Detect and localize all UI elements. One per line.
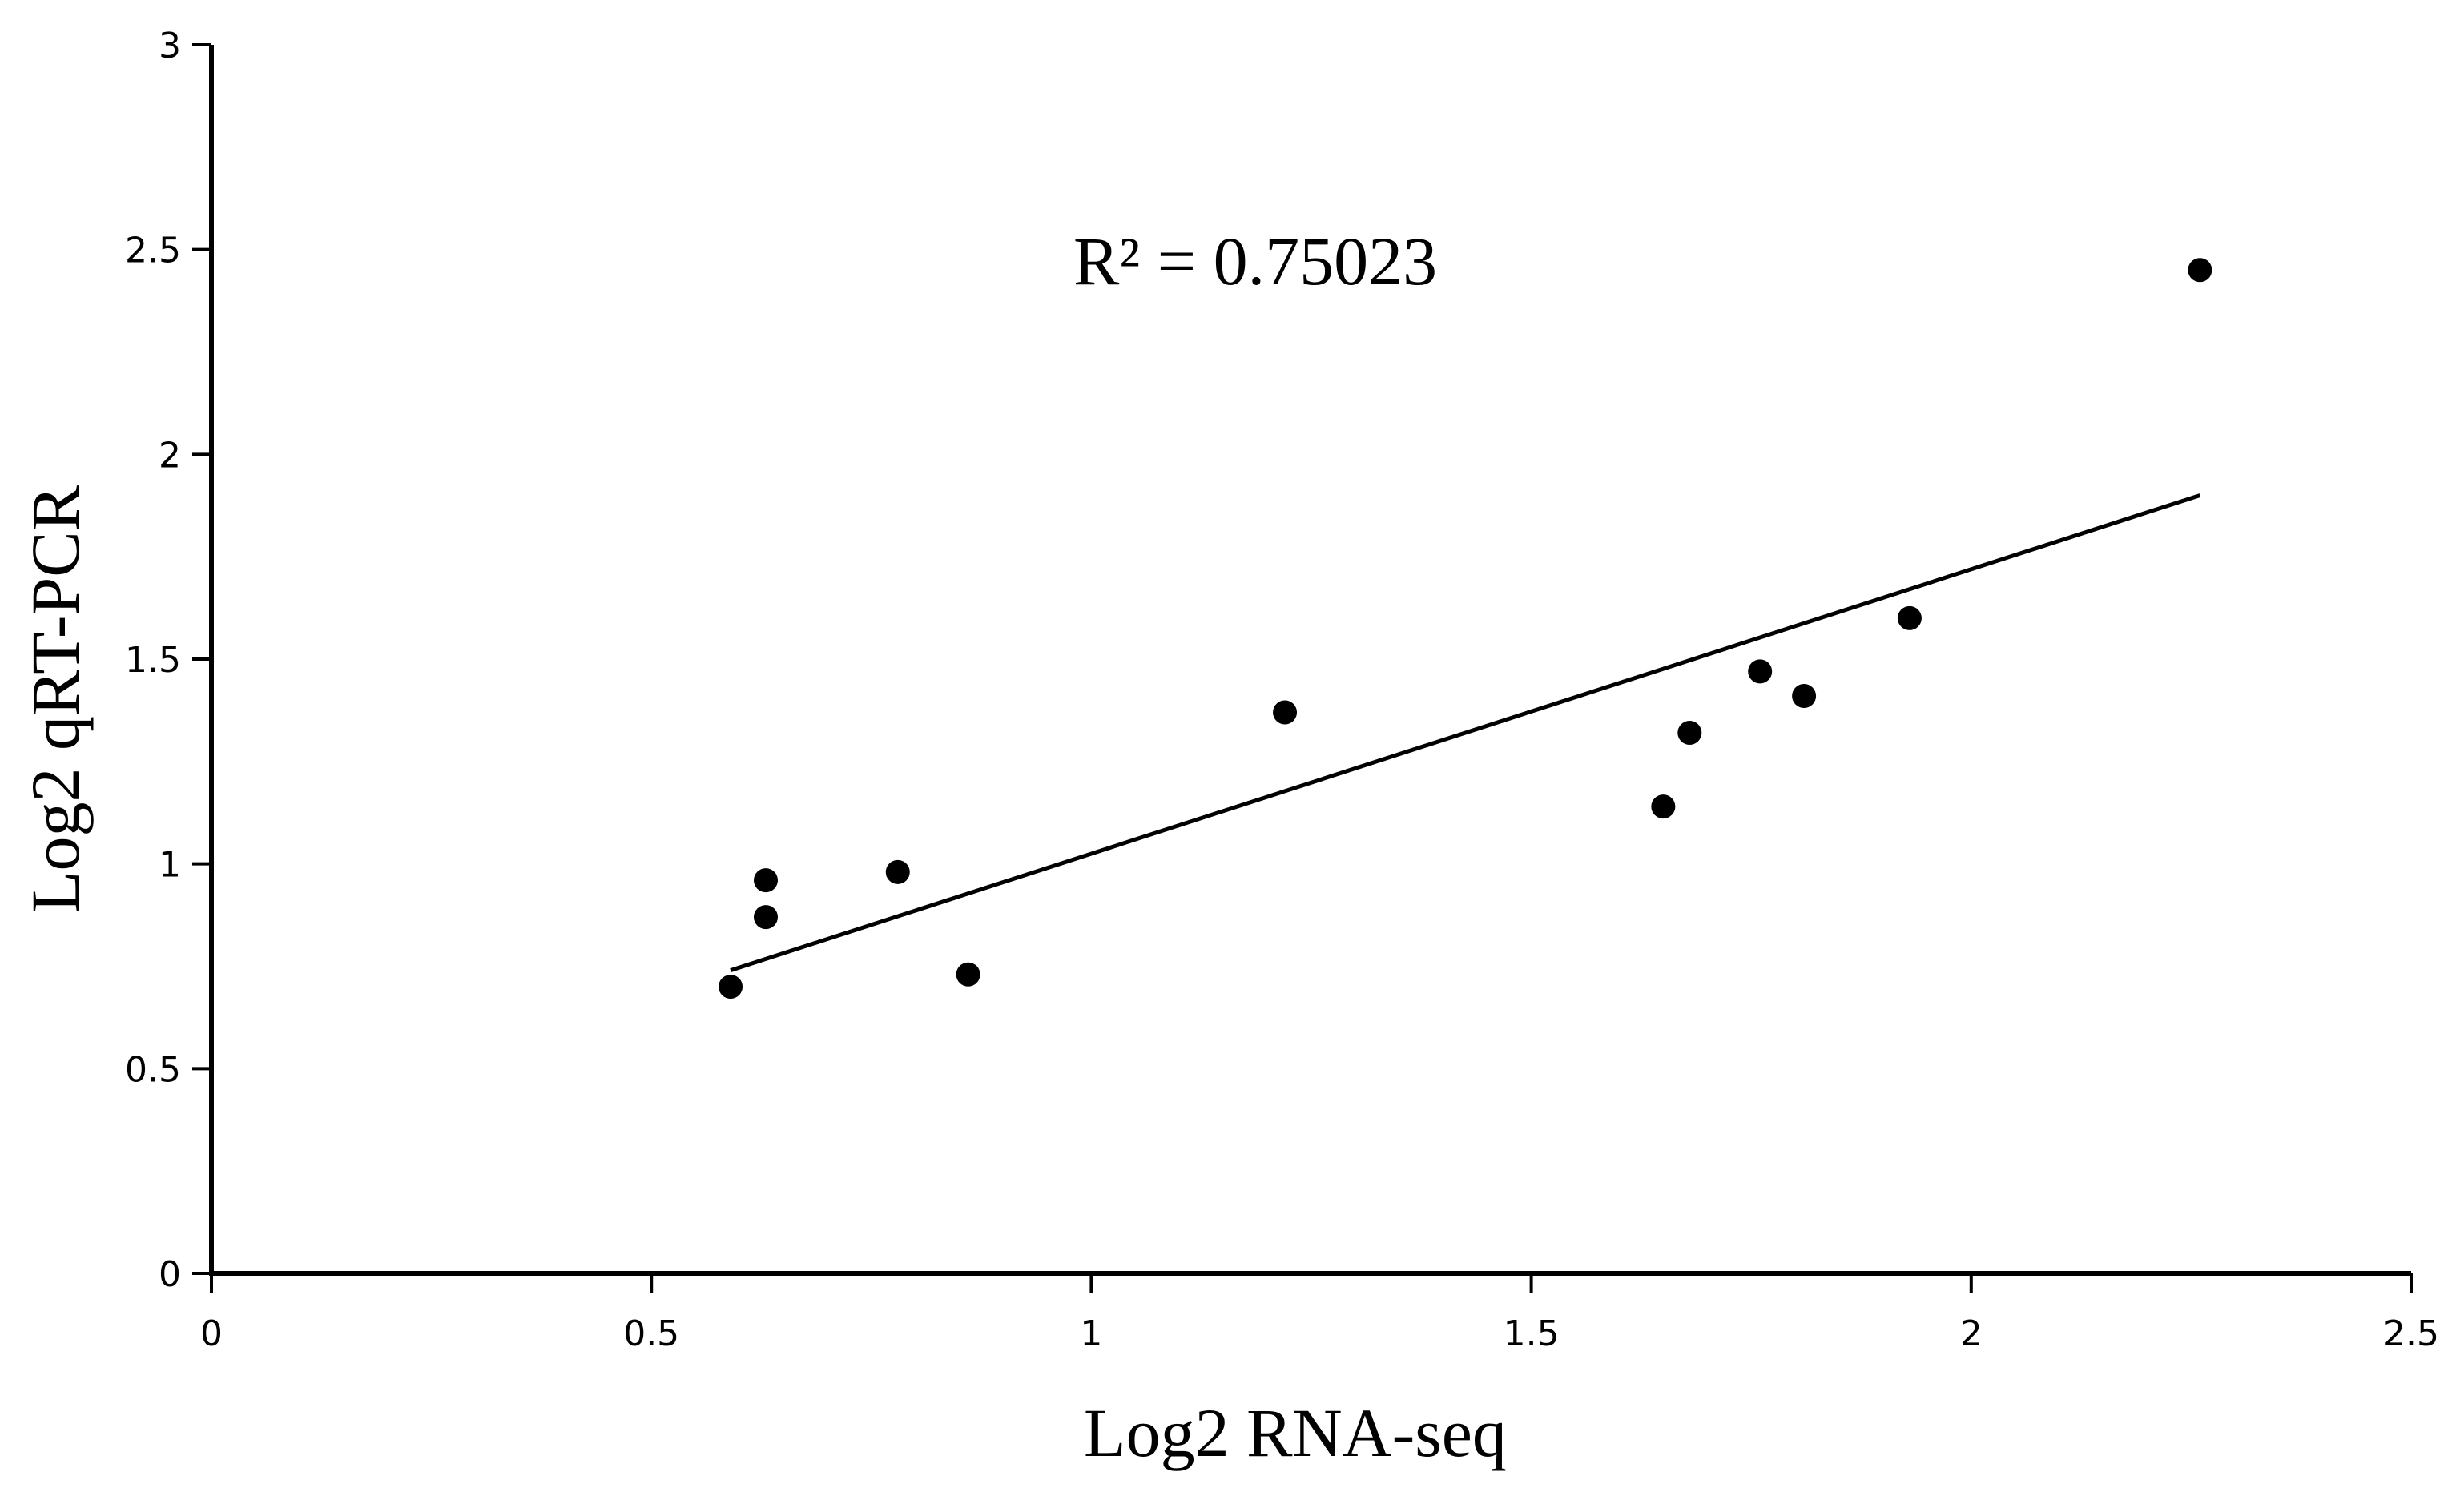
tick-label-group: 0 0.5 1 1.5 2 2.5 3 0 0.5 1 1.5 2 2.5 bbox=[125, 26, 2439, 1354]
r-squared-annotation: R² = 0.75023 bbox=[1073, 223, 1437, 300]
x-tick-label: 2 bbox=[1960, 1313, 1983, 1354]
y-tick-label: 3 bbox=[159, 26, 181, 66]
x-tick-label: 0.5 bbox=[623, 1313, 679, 1354]
data-point bbox=[719, 975, 743, 999]
trend-line bbox=[730, 493, 2201, 972]
data-point bbox=[753, 868, 778, 893]
tick-group bbox=[192, 43, 2413, 1293]
data-point bbox=[1792, 684, 1817, 709]
data-point bbox=[1897, 605, 1922, 630]
data-point bbox=[1273, 700, 1298, 725]
y-tick-label: 2 bbox=[159, 435, 181, 476]
y-tick-label: 2.5 bbox=[125, 231, 181, 271]
x-tick-label: 2.5 bbox=[2383, 1313, 2439, 1354]
y-tick-label: 1.5 bbox=[125, 640, 181, 681]
data-point bbox=[1677, 721, 1702, 746]
x-tick-label: 0 bbox=[200, 1313, 223, 1354]
data-point bbox=[956, 962, 980, 987]
data-point bbox=[2188, 258, 2212, 283]
x-tick-label: 1 bbox=[1080, 1313, 1102, 1354]
x-tick-label: 1.5 bbox=[1504, 1313, 1560, 1354]
data-point bbox=[1651, 794, 1676, 819]
data-point bbox=[1748, 659, 1773, 684]
x-axis-title: Log2 RNA-seq bbox=[1084, 1394, 1507, 1471]
data-point-group bbox=[719, 258, 2212, 999]
y-tick-label: 0.5 bbox=[125, 1049, 181, 1090]
data-point bbox=[885, 859, 910, 884]
y-tick-label: 1 bbox=[159, 845, 181, 886]
data-point bbox=[753, 905, 778, 930]
y-tick-label: 0 bbox=[159, 1254, 181, 1295]
y-axis-title: Log2 qRT-PCR bbox=[17, 485, 94, 913]
axes-group bbox=[209, 45, 2411, 1276]
